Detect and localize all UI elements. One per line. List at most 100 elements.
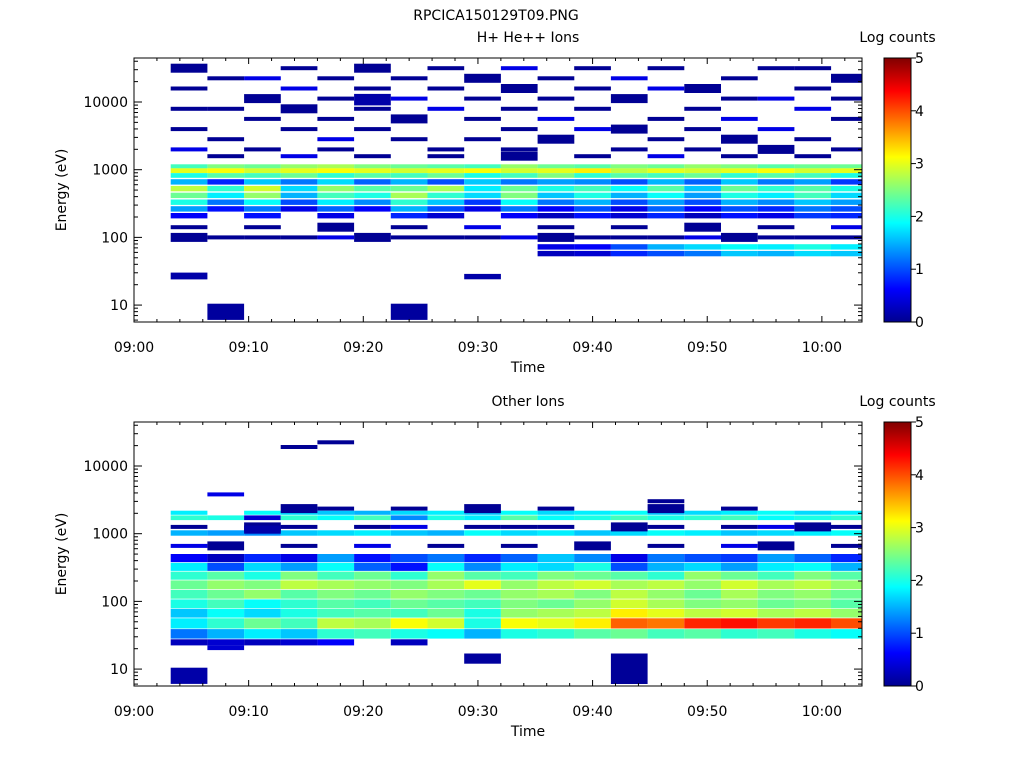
- heatmap-cell: [721, 506, 758, 511]
- heatmap-cell: [500, 206, 538, 212]
- heatmap-cell: [574, 618, 611, 629]
- heatmap-cell: [537, 76, 575, 81]
- heatmap-cell: [831, 168, 862, 173]
- heatmap-cell: [794, 608, 832, 618]
- heatmap-cell: [170, 639, 208, 646]
- heatmap-cell: [647, 580, 685, 590]
- heatmap-cell: [390, 199, 428, 205]
- heatmap-cell: [354, 543, 391, 548]
- heatmap-cell: [757, 173, 795, 178]
- heatmap-cell: [794, 571, 832, 580]
- heatmap-cell: [317, 192, 355, 199]
- heatmap-cell: [574, 213, 611, 219]
- heatmap-cell: [317, 222, 355, 232]
- heatmap-cell: [831, 244, 862, 250]
- heatmap-cell: [721, 232, 758, 242]
- heatmap-cell: [207, 154, 245, 159]
- heatmap-cell: [684, 589, 721, 599]
- heatmap-cell: [354, 106, 391, 111]
- heatmap-cell: [464, 562, 501, 571]
- colorbar-tick-label: 0: [915, 315, 924, 331]
- heatmap-cell: [574, 244, 611, 250]
- heatmap-cell: [794, 164, 832, 169]
- heatmap-cell: [207, 608, 245, 618]
- heatmap-cell: [610, 225, 648, 230]
- heatmap-cells: [170, 63, 862, 320]
- heatmap-cell: [831, 147, 862, 152]
- heatmap-cell: [280, 127, 318, 132]
- x-tick-label: 09:20: [343, 340, 383, 356]
- heatmap-cell: [537, 250, 575, 257]
- heatmap-cell: [500, 515, 538, 521]
- heatmap-cell: [794, 66, 832, 71]
- heatmap-cell: [721, 543, 758, 548]
- heatmap-cell: [757, 206, 795, 212]
- x-axis-label: Time: [510, 360, 545, 376]
- heatmap-cell: [684, 147, 721, 152]
- heatmap-cell: [280, 199, 318, 205]
- heatmap-cell: [207, 137, 245, 142]
- heatmap-cell: [831, 235, 862, 240]
- heatmap-cell: [464, 629, 501, 639]
- y-tick-label: 100: [101, 230, 128, 246]
- heatmap-cell: [390, 164, 428, 169]
- heatmap-cell: [574, 541, 611, 551]
- heatmap-cell: [464, 137, 501, 142]
- heatmap-cell: [647, 599, 685, 609]
- heatmap-cell: [684, 250, 721, 257]
- heatmap-cell: [390, 76, 428, 81]
- heatmap-cell: [574, 554, 611, 563]
- heatmap-cell: [647, 235, 685, 240]
- x-tick-label: 10:00: [802, 704, 842, 720]
- heatmap-cell: [537, 225, 575, 230]
- heatmap-cell: [721, 179, 758, 185]
- heatmap-cell: [354, 629, 391, 639]
- heatmap-cell: [610, 608, 648, 618]
- heatmap-cell: [207, 206, 245, 212]
- heatmap-cell: [721, 168, 758, 173]
- heatmap-cell: [500, 543, 538, 548]
- heatmap-cell: [244, 629, 281, 639]
- heatmap-cell: [757, 618, 795, 629]
- heatmap-cell: [647, 515, 685, 521]
- heatmap-cell: [537, 589, 575, 599]
- heatmap-cell: [170, 272, 208, 280]
- heatmap-cell: [354, 168, 391, 173]
- panel-title: Other Ions: [491, 394, 564, 410]
- heatmap-cell: [647, 206, 685, 212]
- heatmap-cell: [427, 199, 465, 205]
- heatmap-cell: [647, 250, 685, 257]
- heatmap-cell: [427, 580, 465, 590]
- heatmap-cell: [170, 543, 208, 548]
- heatmap-cell: [721, 185, 758, 192]
- heatmap-cell: [794, 199, 832, 205]
- heatmap-cell: [757, 235, 795, 240]
- heatmap-cell: [794, 618, 832, 629]
- heatmap-cell: [537, 524, 575, 529]
- heatmap-cell: [831, 589, 862, 599]
- heatmap-cell: [244, 168, 281, 173]
- heatmap-cell: [721, 580, 758, 590]
- heatmap-cell: [684, 629, 721, 639]
- heatmap-cell: [390, 524, 428, 529]
- heatmap-cell: [244, 571, 281, 580]
- heatmap-cell: [170, 199, 208, 205]
- heatmap-cell: [574, 179, 611, 185]
- colorbar: [884, 58, 911, 322]
- y-tick-label: 100: [101, 594, 128, 610]
- heatmap-cell: [757, 168, 795, 173]
- heatmap-cell: [574, 86, 611, 91]
- heatmap-cell: [574, 164, 611, 169]
- heatmap-cell: [390, 185, 428, 192]
- heatmap-cell: [794, 173, 832, 178]
- heatmap-cell: [610, 192, 648, 199]
- heatmap-cell: [574, 510, 611, 515]
- heatmap-cell: [610, 562, 648, 571]
- heatmap-cell: [537, 185, 575, 192]
- heatmap-cell: [794, 192, 832, 199]
- heatmap-cell: [610, 179, 648, 185]
- y-axis-label: Energy (eV): [54, 513, 70, 596]
- heatmap-cell: [831, 73, 862, 83]
- heatmap-cell: [574, 235, 611, 240]
- heatmap-cell: [574, 173, 611, 178]
